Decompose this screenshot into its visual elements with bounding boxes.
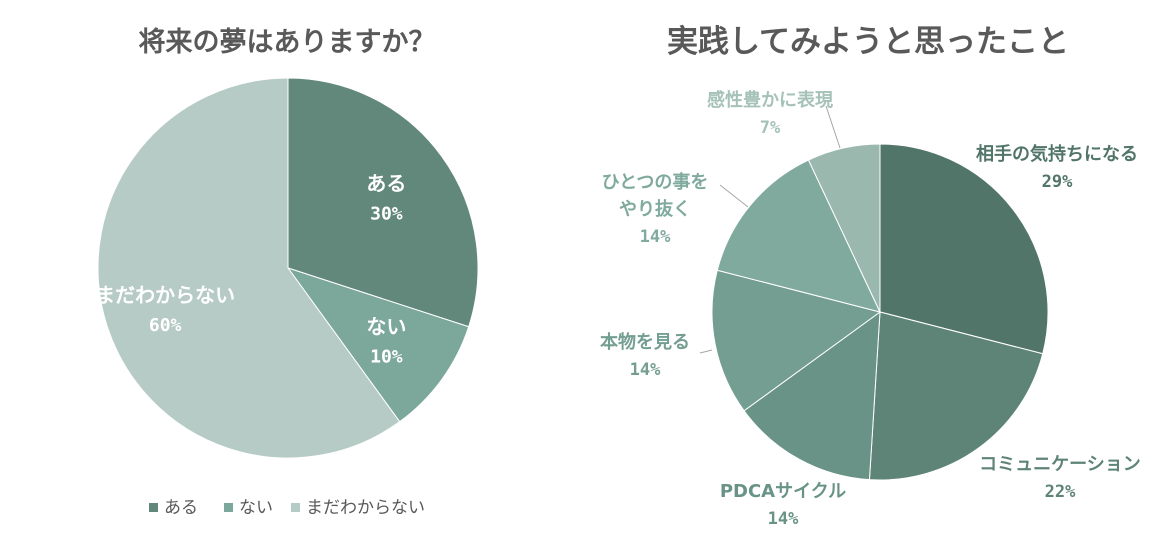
slice-label: やり抜く (619, 198, 691, 220)
leader-line (825, 105, 841, 149)
slice-value: 29% (1042, 172, 1073, 192)
practice-slice-0 (879, 143, 1049, 355)
slice-label: 感性豊かに表現 (707, 89, 833, 111)
legend: ある ない まだわからない (149, 498, 425, 518)
slice-label: 相手の気持ちになる (976, 143, 1138, 165)
slice-value: 60% (149, 315, 182, 336)
dream-slice-0 (287, 77, 479, 328)
chart-dream-title: 将来の夢はありますか？ (139, 27, 436, 58)
legend-swatch (224, 503, 233, 512)
leader-lines (699, 105, 841, 354)
slice-label: 本物を見る (600, 331, 690, 353)
slice-label: PDCAサイクル (720, 481, 846, 502)
slice-value: 14% (630, 360, 661, 380)
slice-value: 14% (768, 509, 799, 529)
pie-practice (711, 143, 1049, 481)
dream-slice-2 (97, 77, 401, 459)
legend-item-label: まだわからない (306, 498, 425, 518)
dream-slice-1 (286, 267, 470, 423)
leader-line (719, 184, 749, 208)
pie-practice-labels: 相手の気持ちになる 29% コミュニケーション 22% PDCAサイクル 14% 本物を見る… (600, 89, 1141, 529)
legend-swatch (149, 503, 158, 512)
slice-label: ない (366, 314, 406, 338)
slice-label: ある (366, 172, 406, 196)
legend-swatch (291, 503, 300, 512)
pie-dream-labels: ある 30% ない 10% まだわからない 60% (95, 172, 406, 368)
slice-label: ひとつの事を (602, 171, 709, 193)
chart-practice: 実践してみようと思ったこと 相手の気持ちになる 29% コミュニケーション 22% PD… (600, 24, 1141, 529)
slice-value: 10% (370, 346, 403, 367)
practice-slice-3 (711, 269, 882, 412)
slice-value: 22% (1045, 482, 1076, 502)
practice-slice-5 (807, 143, 881, 313)
leader-line (699, 349, 713, 354)
chart-practice-title: 実践してみようと思ったこと (667, 24, 1069, 60)
slice-value: 7% (760, 118, 781, 138)
legend-item-label: ある (164, 498, 198, 518)
slice-label: コミュニケーション (979, 454, 1141, 475)
legend-item-label: ない (239, 498, 273, 518)
pie-dream (97, 77, 479, 459)
practice-slice-1 (868, 311, 1044, 481)
practice-slice-2 (743, 310, 881, 481)
slice-label: まだわからない (95, 283, 235, 307)
slice-value: 14% (640, 227, 671, 247)
slice-value: 30% (370, 204, 403, 225)
practice-slice-4 (716, 159, 881, 313)
